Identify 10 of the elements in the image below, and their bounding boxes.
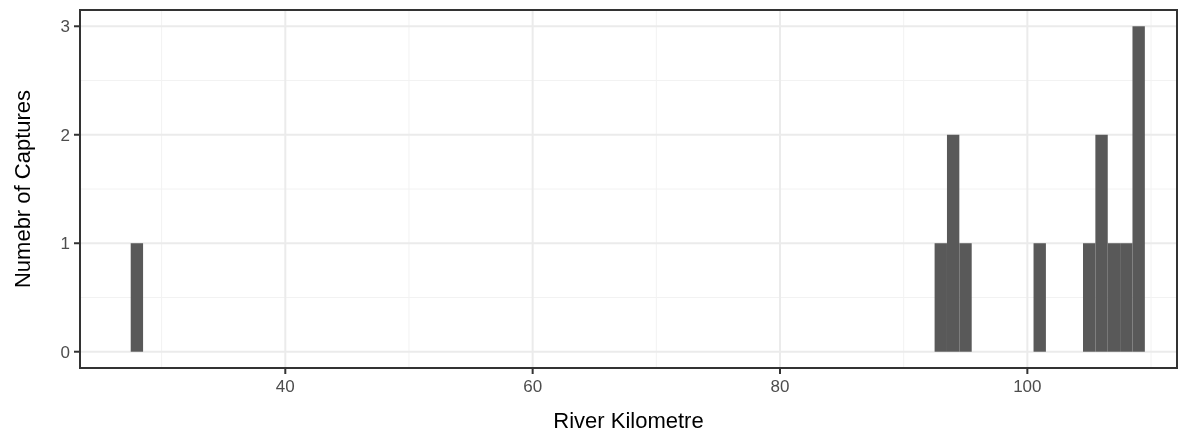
x-tick-label: 80	[770, 377, 790, 396]
x-tick-label: 60	[523, 377, 543, 396]
x-axis-title: River Kilometre	[553, 408, 704, 433]
x-tick-label: 40	[275, 377, 295, 396]
y-tick-label: 2	[60, 125, 70, 145]
y-tick-label: 1	[60, 234, 70, 254]
y-axis-title: Numebr of Captures	[10, 89, 35, 289]
x-tick-label: 100	[1013, 377, 1042, 396]
y-tick-label: 3	[60, 17, 70, 37]
y-tick-label: 0	[60, 342, 70, 362]
